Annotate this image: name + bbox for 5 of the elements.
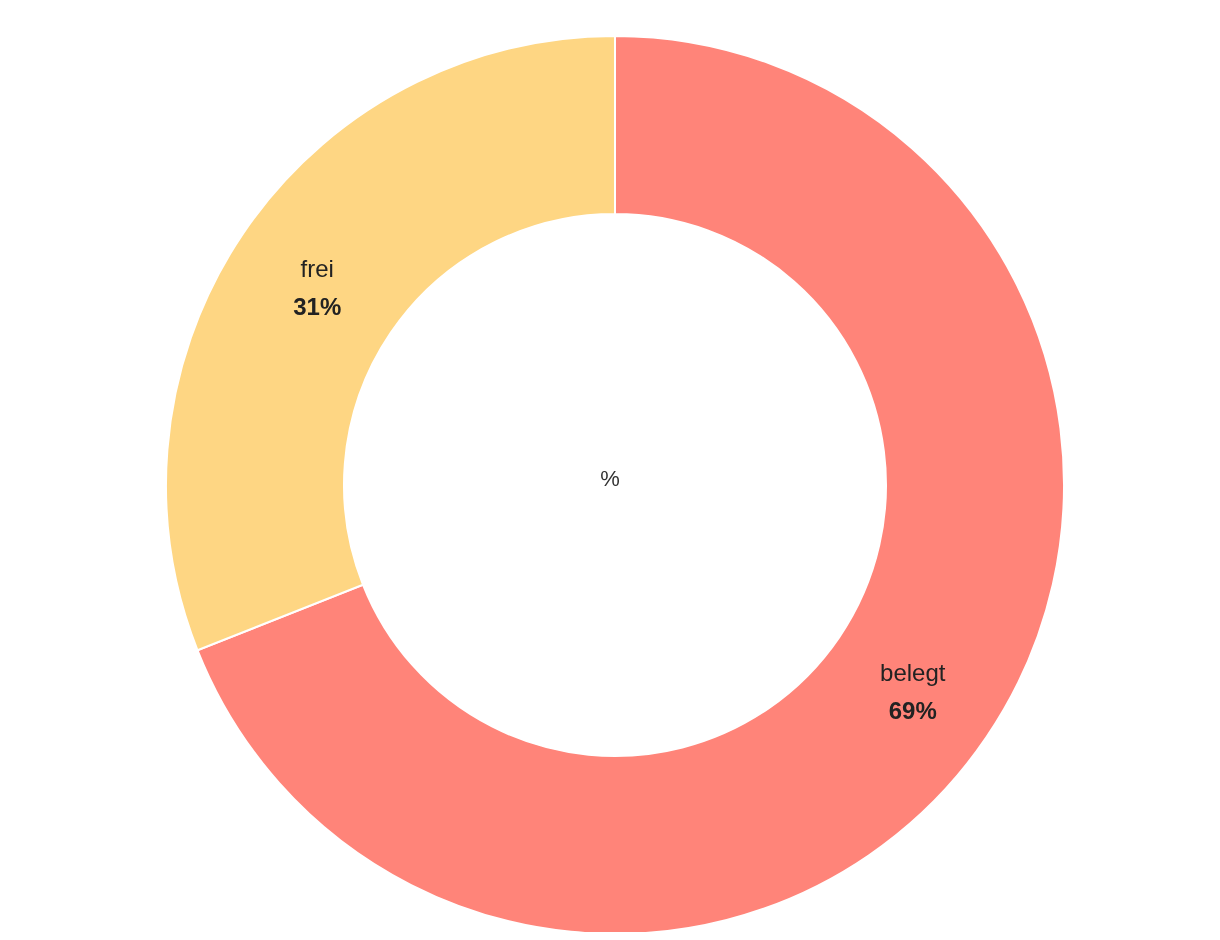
slice-label: belegt (880, 659, 946, 687)
text: % (599, 466, 621, 492)
data-label: 69% (888, 697, 937, 725)
slice-label: frei (300, 254, 334, 282)
data-label: 31% (293, 292, 342, 320)
